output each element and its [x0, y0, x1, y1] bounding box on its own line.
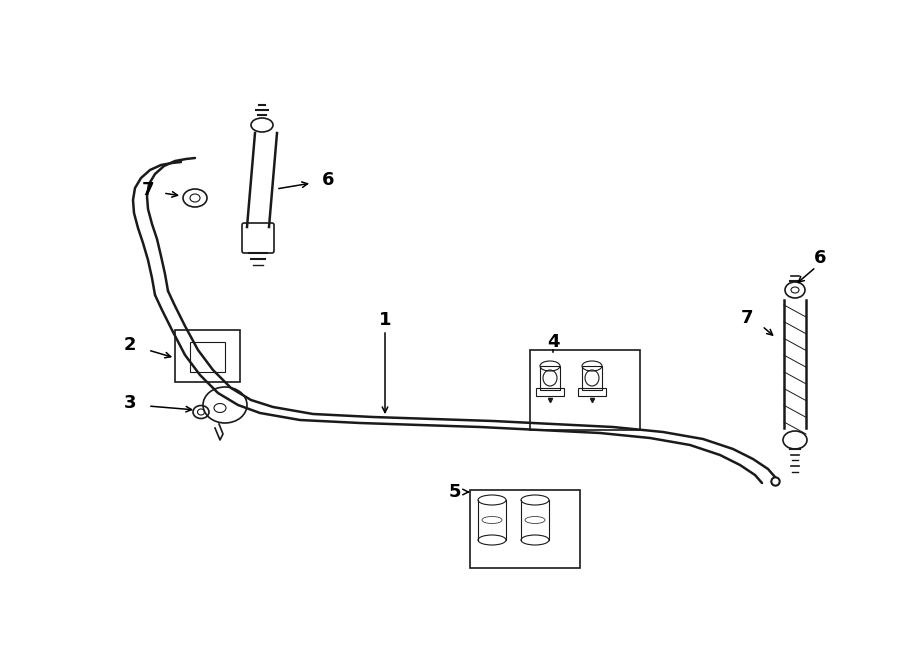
Bar	[578, 388, 606, 396]
Text: 6: 6	[814, 249, 826, 267]
Text: 6: 6	[322, 171, 334, 189]
Text: 7: 7	[741, 309, 753, 327]
Bar	[530, 350, 640, 430]
Text: 5: 5	[449, 483, 461, 501]
Text: 4: 4	[547, 333, 559, 351]
Bar	[470, 490, 580, 568]
Bar	[190, 342, 225, 372]
Bar	[175, 330, 240, 382]
Text: 2: 2	[124, 336, 136, 354]
Bar	[582, 366, 602, 390]
Text: 1: 1	[379, 311, 392, 329]
Text: 3: 3	[124, 394, 136, 412]
Bar	[536, 388, 564, 396]
Bar	[540, 366, 560, 390]
Text: 7: 7	[142, 181, 154, 199]
